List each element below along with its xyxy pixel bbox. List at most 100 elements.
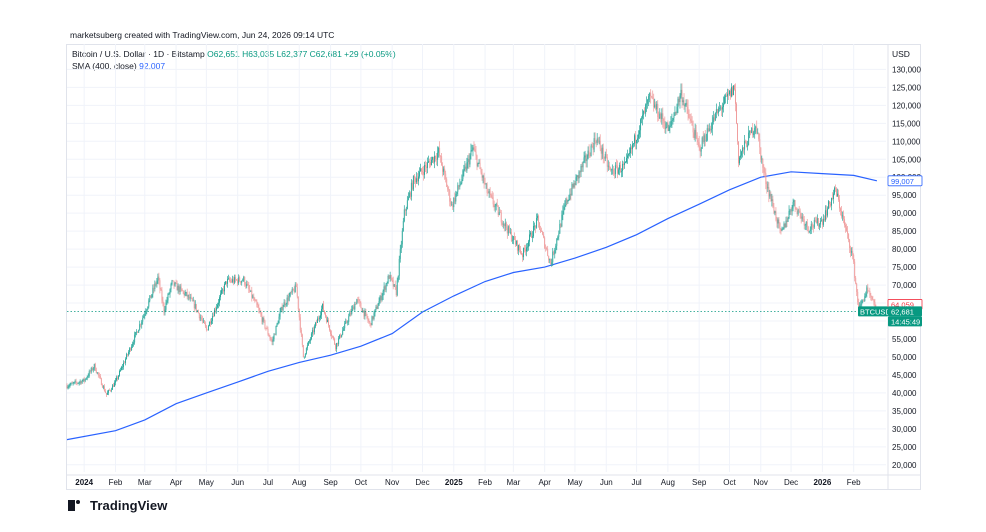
candle-body [411, 182, 413, 190]
y-tick-label: 50,000 [892, 353, 917, 362]
candle-body [371, 316, 373, 326]
candle-body [102, 386, 104, 388]
candle-body [402, 221, 404, 231]
candle-body [532, 236, 533, 238]
candle-body [156, 280, 158, 285]
candle-body [787, 218, 789, 222]
candle-body [805, 221, 807, 225]
candle-body [139, 324, 141, 330]
candle-body [257, 304, 259, 308]
candle-body [536, 217, 538, 228]
candle-body [727, 93, 728, 97]
candle-body [712, 117, 714, 122]
candle-body [436, 158, 438, 160]
candle-body [853, 254, 855, 262]
candle-body [836, 188, 837, 196]
candle-body [489, 191, 491, 195]
candle-body [329, 325, 331, 331]
candle-body [492, 197, 494, 205]
candle-body [774, 211, 776, 214]
candle-body [504, 222, 506, 227]
candle-body [482, 175, 484, 178]
y-tick-label: 55,000 [892, 335, 917, 344]
candle-body [765, 173, 767, 185]
candle-body [433, 157, 435, 163]
candle-body [240, 281, 242, 283]
candle-body [145, 311, 147, 315]
candle-body [150, 295, 152, 298]
candle-body [235, 277, 237, 280]
candle-body [243, 276, 245, 281]
candle-body [833, 193, 834, 199]
candle-body [673, 115, 675, 119]
candle-body [431, 159, 433, 166]
candle-body [340, 334, 342, 338]
candle-body [153, 287, 155, 289]
candle-body [458, 185, 460, 187]
chart-legend: Bitcoin / U.S. Dollar · 1D · Bitstamp O6… [72, 48, 396, 72]
candle-body [398, 258, 400, 276]
candle-body [784, 223, 786, 228]
candle-body [732, 87, 733, 96]
candle-body [586, 158, 588, 161]
symbol-marker-box [858, 306, 888, 317]
candle-body [772, 199, 774, 207]
candle-body [567, 200, 569, 203]
candle-body [570, 193, 572, 195]
candle-body [746, 142, 748, 147]
candle-body [146, 309, 148, 312]
candle-body [224, 283, 225, 292]
candle-body [325, 313, 326, 317]
candle-body [438, 147, 440, 153]
candle-body [574, 183, 576, 186]
candle-body [301, 334, 303, 345]
candle-body [685, 102, 687, 105]
candle-body [241, 280, 243, 283]
candle-body [409, 192, 411, 197]
candle-body [594, 138, 596, 142]
candle-body [87, 375, 89, 377]
candle-body [640, 119, 642, 131]
last-price-marker-box [888, 306, 922, 317]
candle-body [76, 382, 78, 384]
candle-body [168, 293, 170, 295]
candle-body [508, 226, 510, 233]
candle-body [333, 336, 335, 339]
candle-body [219, 297, 220, 303]
candle-body [487, 192, 489, 194]
candle-body [664, 123, 666, 129]
candle-body [94, 363, 96, 371]
candle-body [593, 138, 595, 150]
candle-body [368, 320, 370, 323]
candle-body [196, 310, 198, 312]
candle-body [80, 381, 82, 384]
candle-body [675, 112, 677, 113]
candle-body [540, 229, 542, 232]
candle-body [537, 215, 539, 218]
candle-body [323, 303, 324, 311]
candle-body [163, 303, 165, 313]
candle-body [442, 165, 444, 172]
candle-body [216, 307, 217, 311]
candle-body [67, 386, 69, 389]
tradingview-brand[interactable]: TradingView [68, 498, 167, 513]
candle-body [565, 198, 567, 206]
candle-body [692, 125, 694, 133]
candle-body [610, 169, 612, 171]
candle-body [506, 228, 508, 234]
candle-body [437, 152, 439, 160]
candle-body [180, 286, 182, 289]
candle-body [231, 280, 233, 282]
candle-body [121, 367, 122, 370]
candle-body [722, 103, 724, 108]
candle-body [761, 158, 763, 160]
candle-body [857, 291, 859, 303]
candle-body [387, 275, 389, 284]
candle-body [662, 113, 664, 122]
candle-body [129, 348, 131, 352]
candle-body [143, 315, 145, 318]
candle-body [651, 96, 653, 98]
candle-body [238, 277, 240, 284]
candle-body [455, 194, 457, 202]
